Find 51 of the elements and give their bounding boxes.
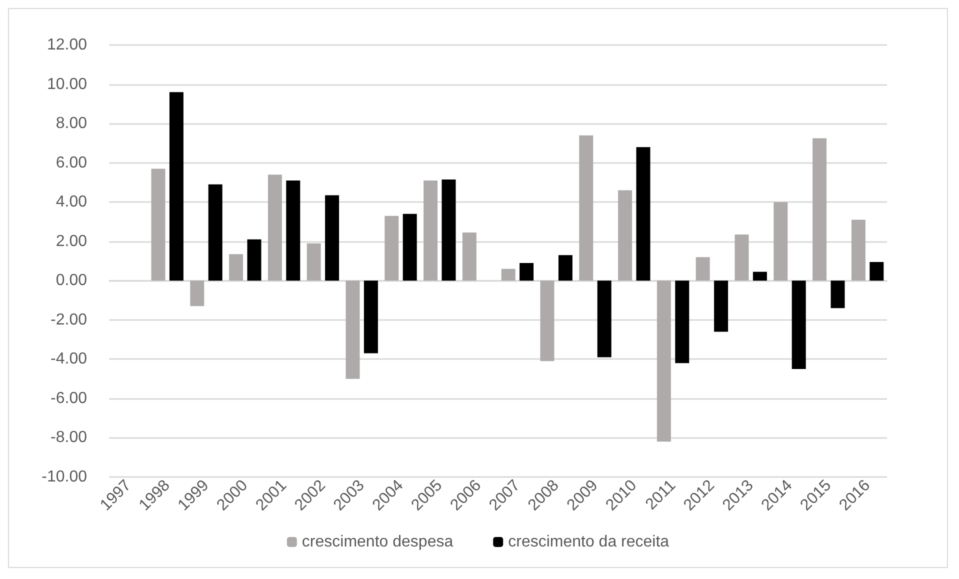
bar	[830, 280, 845, 308]
bar	[306, 243, 321, 281]
y-tick-label: 2.00	[56, 232, 88, 250]
y-tick-label: 4.00	[56, 194, 88, 211]
bar	[346, 280, 360, 379]
bar	[714, 280, 728, 332]
bar	[752, 272, 767, 281]
bar	[558, 255, 572, 281]
legend-label: crescimento da receita	[508, 534, 670, 550]
bar	[424, 180, 438, 281]
bar	[618, 190, 632, 281]
y-tick-label: -8.00	[50, 429, 88, 446]
bar	[870, 262, 884, 281]
y-tick-label: 10.00	[46, 76, 88, 93]
bar	[286, 180, 300, 281]
bar	[402, 214, 417, 281]
bar	[268, 174, 282, 281]
bar	[229, 254, 244, 281]
bar	[520, 262, 534, 281]
bar	[851, 220, 866, 281]
y-tick-label: 6.00	[56, 154, 88, 172]
bar	[501, 268, 516, 281]
bar	[656, 280, 671, 442]
bar	[579, 135, 594, 281]
y-tick-label: -6.00	[50, 390, 88, 407]
bar	[734, 234, 749, 281]
bar	[169, 92, 184, 281]
bar	[325, 195, 340, 281]
y-tick-label: -10.00	[42, 468, 88, 486]
bar	[151, 168, 166, 281]
y-tick-label: 12.00	[46, 36, 88, 54]
bar	[208, 184, 222, 281]
bar	[442, 180, 456, 281]
y-tick-label: 0.00	[56, 272, 88, 290]
bar	[812, 138, 827, 281]
bar	[384, 216, 399, 281]
bar	[792, 280, 806, 369]
y-tick-label: -2.00	[50, 311, 88, 328]
bar	[462, 232, 476, 281]
y-tick-label: 8.00	[56, 115, 88, 132]
bar	[675, 280, 690, 364]
bar	[190, 280, 204, 306]
y-tick-label: -4.00	[50, 350, 88, 368]
bar	[696, 257, 710, 281]
bar	[597, 280, 612, 358]
bar	[636, 147, 650, 281]
bar	[540, 280, 554, 362]
bar	[774, 202, 788, 281]
bar	[364, 280, 378, 354]
bar	[247, 239, 262, 281]
legend-label: crescimento despesa	[302, 534, 454, 550]
